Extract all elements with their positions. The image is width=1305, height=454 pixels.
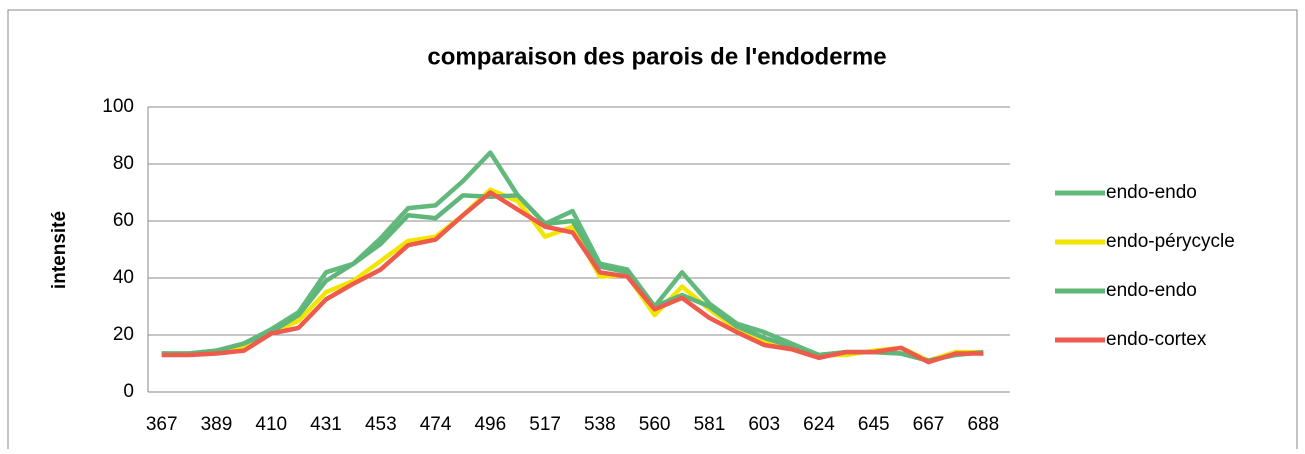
- legend-label: endo-endo: [1106, 182, 1197, 203]
- x-tick-label: 410: [255, 414, 287, 435]
- legend-label: endo-cortex: [1106, 329, 1207, 350]
- x-tick-label: 603: [748, 414, 780, 435]
- x-tick-label: 645: [858, 414, 890, 435]
- x-tick-label: 688: [967, 414, 999, 435]
- x-tick-label: 581: [694, 414, 726, 435]
- x-tick-label: 667: [913, 414, 945, 435]
- y-tick-label: 60: [113, 210, 134, 231]
- y-tick-label: 40: [113, 267, 134, 288]
- x-tick-label: 453: [365, 414, 397, 435]
- y-axis-label: intensité: [49, 211, 70, 289]
- legend-label: endo-pérycycle: [1106, 231, 1235, 252]
- series-line: [161, 190, 984, 365]
- x-tick-label: 624: [803, 414, 835, 435]
- y-tick-label: 0: [123, 381, 134, 402]
- chart-title: comparaison des parois de l'endoderme: [427, 43, 886, 70]
- x-tick-label: 431: [310, 414, 342, 435]
- chart-border: [7, 9, 1298, 454]
- x-tick-label: 474: [420, 414, 452, 435]
- x-tick-label: 367: [146, 414, 178, 435]
- y-tick-label: 100: [102, 96, 134, 117]
- legend-label: endo-endo: [1106, 280, 1197, 301]
- x-tick-label: 496: [474, 414, 506, 435]
- y-tick-label: 20: [113, 324, 134, 345]
- x-tick-label: 560: [639, 414, 671, 435]
- x-tick-label: 389: [201, 414, 233, 435]
- x-tick-label: 517: [529, 414, 561, 435]
- series-line: [161, 187, 984, 363]
- x-tick-label: 538: [584, 414, 616, 435]
- y-tick-label: 80: [113, 153, 134, 174]
